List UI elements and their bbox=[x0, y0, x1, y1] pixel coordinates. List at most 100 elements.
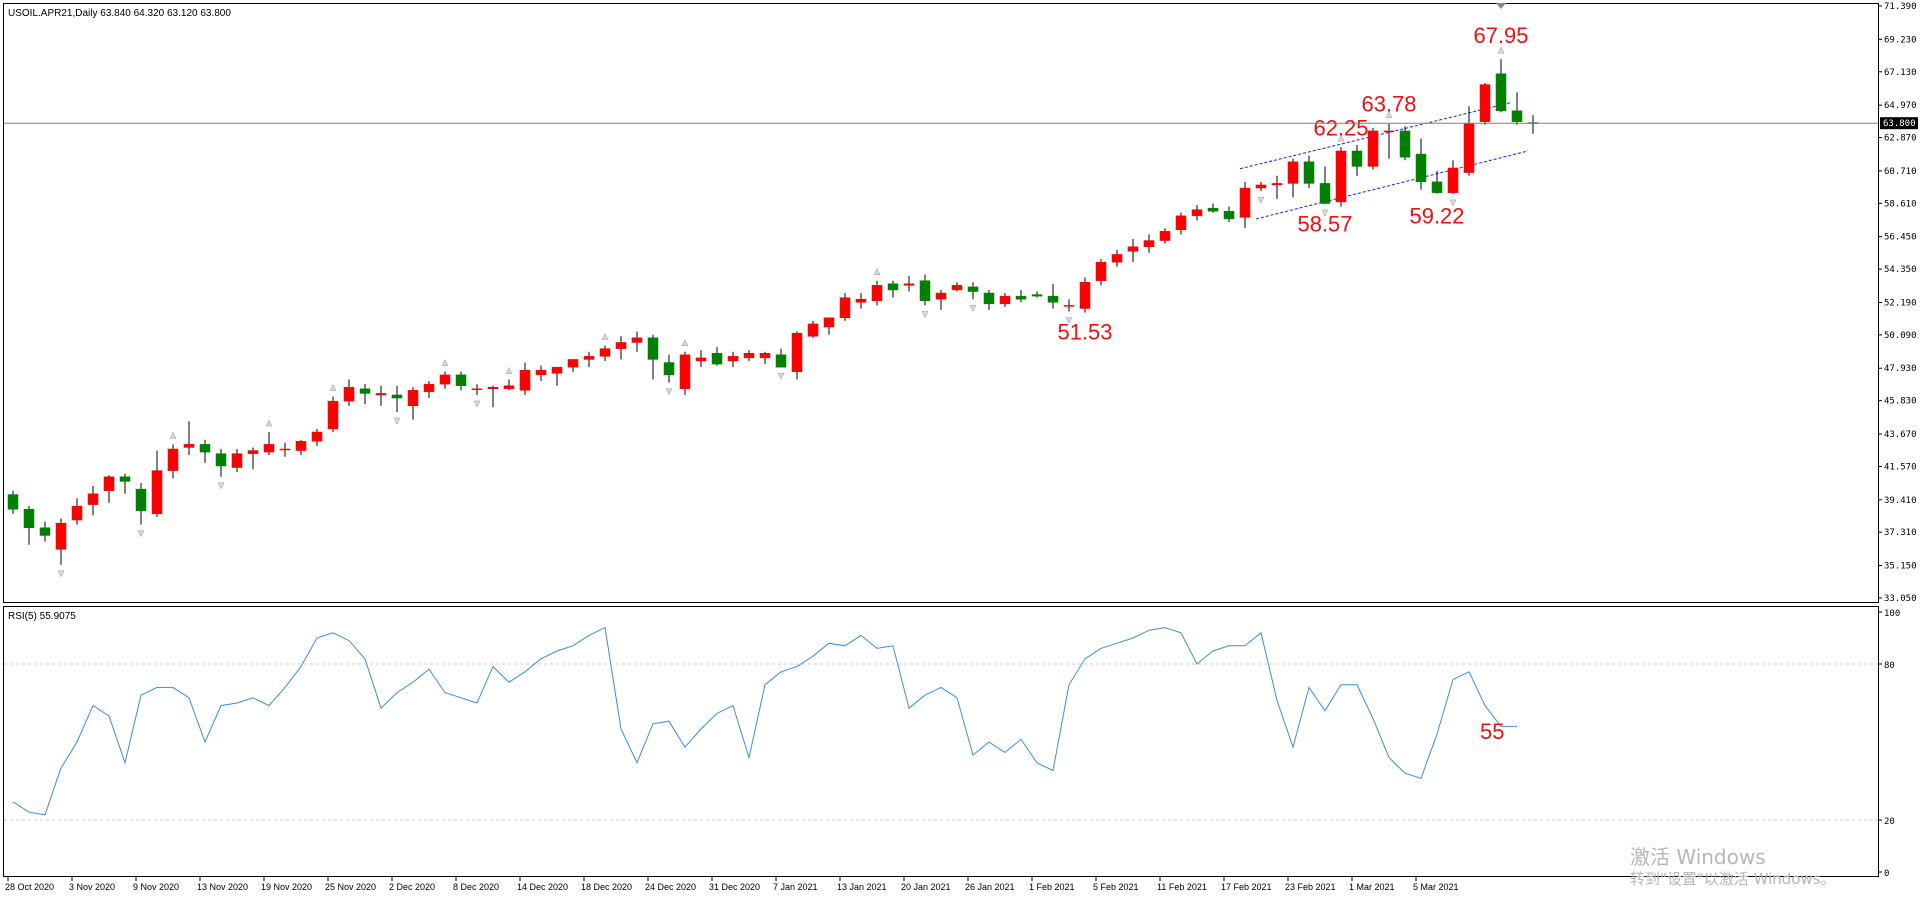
fractal-down-icon bbox=[393, 417, 401, 425]
candle-body bbox=[775, 354, 787, 368]
candle-body bbox=[231, 453, 243, 468]
time-tick-label: 13 Nov 2020 bbox=[197, 882, 248, 892]
chart-header: USOIL.APR21,Daily 63.840 64.320 63.120 6… bbox=[8, 8, 231, 19]
fractal-down-icon bbox=[1257, 196, 1265, 204]
price-tick-label: 56.450 bbox=[1884, 233, 1917, 243]
candle-body bbox=[1015, 295, 1027, 300]
candle-body bbox=[87, 493, 99, 505]
price-annotation-label: 59.22 bbox=[1409, 204, 1464, 229]
candle-body bbox=[1031, 294, 1043, 297]
candle-body bbox=[23, 508, 35, 528]
candle-body bbox=[727, 356, 739, 362]
candle-body bbox=[1143, 240, 1155, 247]
candle-body bbox=[215, 453, 227, 467]
rsi-value-annotation: 55 bbox=[1480, 719, 1504, 744]
candle-body bbox=[855, 298, 867, 303]
channel-upper-line bbox=[1239, 101, 1513, 170]
candle-body bbox=[663, 362, 675, 376]
fractal-down-icon bbox=[1321, 209, 1329, 217]
candle-body bbox=[247, 450, 259, 454]
current-price-label: 63.800 bbox=[1883, 119, 1916, 129]
candle-body bbox=[695, 357, 707, 362]
candle-body bbox=[1319, 183, 1331, 204]
channel-lower-line bbox=[1255, 150, 1529, 220]
current-price-label-bg bbox=[1880, 117, 1918, 130]
candle-body bbox=[631, 337, 643, 343]
candle-body bbox=[983, 292, 995, 305]
candle-body bbox=[407, 390, 419, 407]
candle-body bbox=[1447, 167, 1459, 193]
candle-body bbox=[55, 522, 67, 550]
candle-body bbox=[1175, 215, 1187, 230]
price-annotation-label: 51.53 bbox=[1057, 319, 1112, 344]
fractal-up-icon bbox=[169, 431, 177, 439]
candle-body bbox=[711, 353, 723, 365]
candle-body bbox=[375, 393, 387, 396]
price-tick-label: 62.870 bbox=[1884, 134, 1917, 144]
candles bbox=[7, 59, 1539, 565]
candle-body bbox=[39, 527, 51, 536]
candle-body bbox=[535, 369, 547, 376]
time-tick-label: 5 Feb 2021 bbox=[1093, 882, 1139, 892]
fractal-up-icon bbox=[265, 419, 273, 427]
candle-body bbox=[1079, 281, 1091, 309]
time-tick-label: 31 Dec 2020 bbox=[709, 882, 760, 892]
candle-body bbox=[183, 444, 195, 448]
candle-body bbox=[807, 323, 819, 337]
candle-body bbox=[1191, 209, 1203, 217]
candle-body bbox=[199, 444, 211, 453]
fractal-down-icon bbox=[969, 304, 977, 312]
watermark-line1: 激活 Windows bbox=[1630, 845, 1766, 869]
price-annotation-label: 62.25 bbox=[1313, 116, 1368, 141]
price-tick-label: 54.350 bbox=[1884, 265, 1917, 275]
candle-body bbox=[519, 369, 531, 391]
fractal-up-icon bbox=[1385, 110, 1393, 118]
watermark-line2: 转到"设置"以激活 Windows。 bbox=[1630, 870, 1836, 888]
candle-body bbox=[1335, 150, 1347, 203]
candle-body bbox=[311, 431, 323, 442]
candle-body bbox=[471, 388, 483, 391]
candle-body bbox=[647, 337, 659, 360]
candle-body bbox=[791, 332, 803, 373]
candle-body bbox=[359, 388, 371, 394]
candle-body bbox=[583, 356, 595, 360]
rsi-tick-label: 20 bbox=[1884, 817, 1895, 827]
rsi-line bbox=[12, 626, 1517, 816]
candle-body bbox=[903, 283, 915, 286]
candle-body bbox=[1047, 295, 1059, 303]
candle-body bbox=[263, 444, 275, 453]
candle-body bbox=[391, 394, 403, 399]
price-annotation-label: 67.95 bbox=[1473, 23, 1528, 48]
time-tick-label: 17 Feb 2021 bbox=[1221, 882, 1272, 892]
channel-lines bbox=[1239, 101, 1529, 220]
candle-body bbox=[327, 400, 339, 430]
time-tick-label: 25 Nov 2020 bbox=[325, 882, 376, 892]
rsi-tick-label: 0 bbox=[1884, 869, 1889, 879]
price-tick-label: 35.150 bbox=[1884, 562, 1917, 572]
price-tick-label: 52.190 bbox=[1884, 298, 1917, 308]
candle-body bbox=[455, 374, 467, 386]
time-tick-label: 24 Dec 2020 bbox=[645, 882, 696, 892]
fractal-up-icon bbox=[1497, 46, 1505, 54]
candle-body bbox=[135, 488, 147, 512]
candle-body bbox=[967, 286, 979, 292]
fractal-up-icon bbox=[1337, 134, 1345, 142]
rsi-pane-frame bbox=[3, 606, 1879, 877]
fractal-up-icon bbox=[601, 332, 609, 340]
time-axis: 28 Oct 2020 3 Nov 2020 9 Nov 2020 13 Nov 20… bbox=[5, 877, 1459, 892]
fractal-down-icon bbox=[777, 372, 785, 380]
time-tick-label: 8 Dec 2020 bbox=[453, 882, 499, 892]
candle-body bbox=[71, 505, 83, 521]
candle-body bbox=[1479, 84, 1491, 122]
candle-body bbox=[151, 470, 163, 515]
time-tick-label: 11 Feb 2021 bbox=[1157, 882, 1207, 892]
candle-body bbox=[743, 353, 755, 359]
fractal-down-icon bbox=[57, 570, 65, 578]
candle-body bbox=[1111, 254, 1123, 263]
candle-body bbox=[871, 285, 883, 302]
time-tick-label: 23 Feb 2021 bbox=[1285, 882, 1336, 892]
candle-body bbox=[439, 374, 451, 385]
scroll-marker-icon[interactable] bbox=[1496, 3, 1506, 9]
